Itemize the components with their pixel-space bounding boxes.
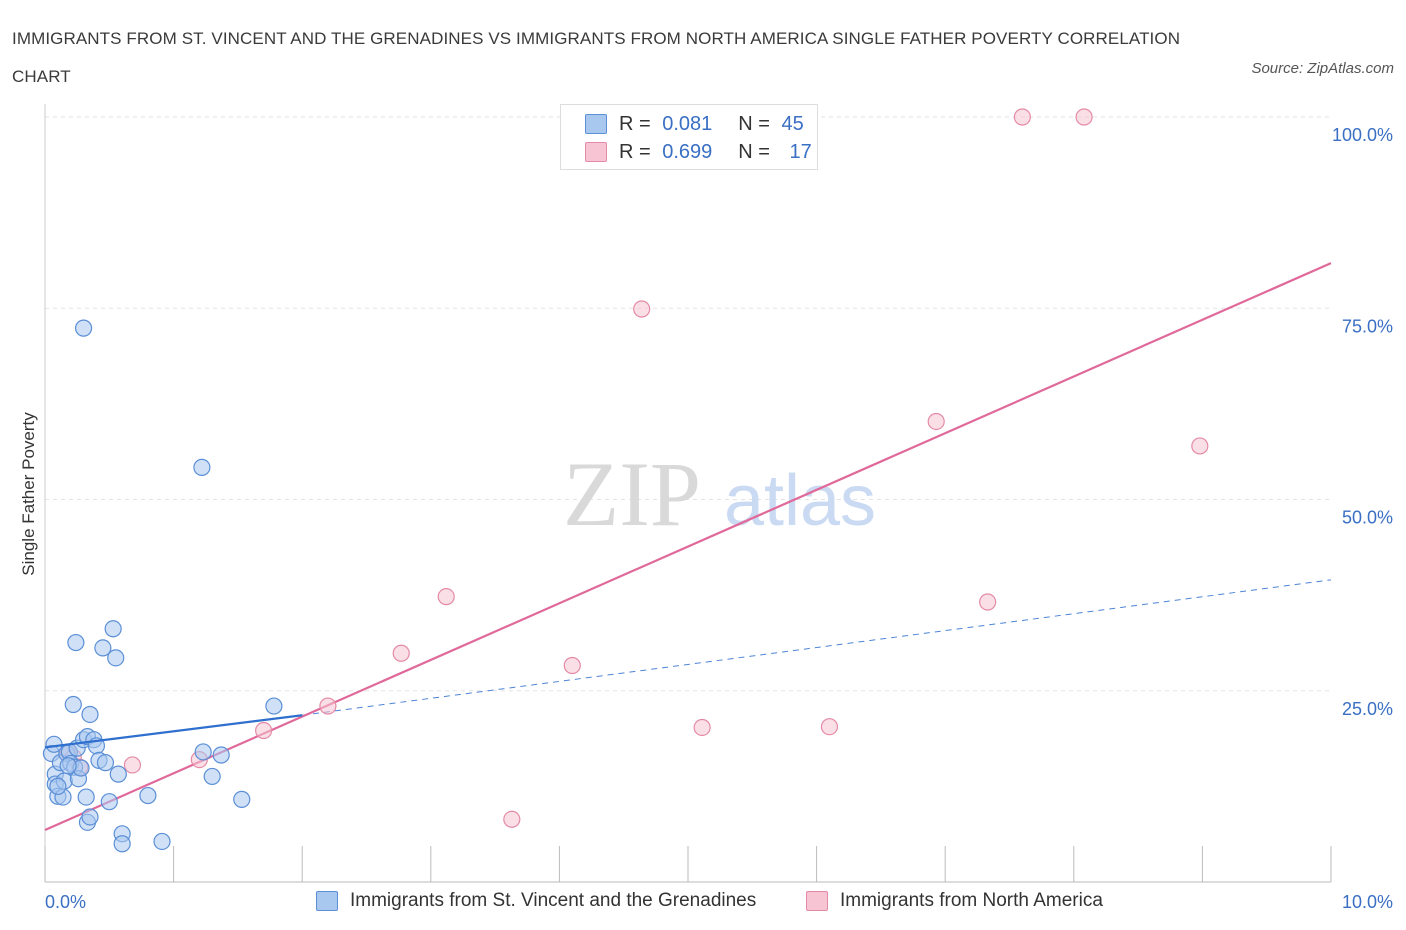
watermark-zip: ZIP <box>563 443 701 545</box>
point-blue <box>77 788 95 806</box>
legend-n-value: 45 <box>781 112 804 135</box>
point-pink <box>820 718 839 736</box>
legend-r-label: R = <box>619 140 651 163</box>
point-blue <box>67 633 85 652</box>
series-legend-blue: Immigrants from St. Vincent and the Gren… <box>316 888 756 914</box>
point-blue <box>203 767 221 786</box>
point-blue <box>96 754 115 772</box>
source-label: Source: ZipAtlas.com <box>1251 60 1394 77</box>
legend-swatch-pink <box>585 142 607 162</box>
y-axis-title: Single Father Poverty <box>19 412 38 576</box>
trend-line-pink <box>44 262 1332 831</box>
chart-title: IMMIGRANTS FROM ST. VINCENT AND THE GREN… <box>12 29 1181 86</box>
point-blue <box>109 765 127 783</box>
point-pink <box>693 718 711 737</box>
point-blue <box>94 639 112 657</box>
point-blue <box>233 790 251 808</box>
point-blue <box>139 786 157 805</box>
point-blue <box>81 705 99 724</box>
y-tick-label: 100.0% <box>1332 125 1393 145</box>
point-blue <box>100 793 118 811</box>
trend-line-blue <box>44 714 303 749</box>
grid-layer <box>45 116 1331 692</box>
point-blue <box>81 808 99 826</box>
point-blue <box>194 743 212 761</box>
point-pink <box>979 593 997 611</box>
series-label-pink: Immigrants from North America <box>840 890 1103 911</box>
point-blue <box>49 777 67 795</box>
point-pink <box>1013 108 1031 126</box>
legend-n-label: N = <box>738 112 770 135</box>
point-blue <box>64 695 82 714</box>
legend-r-value: 0.081 <box>662 112 713 135</box>
y-tick-label: 50.0% <box>1342 508 1393 528</box>
legend-swatch-blue <box>585 114 607 134</box>
series-legend-pink: Immigrants from North America <box>806 888 1103 914</box>
x-tick-label-max: 10.0% <box>1342 892 1393 912</box>
trend-line-blue-dashed <box>302 579 1332 716</box>
series-label-blue: Immigrants from St. Vincent and the Gren… <box>350 890 757 911</box>
point-pink <box>633 300 651 318</box>
point-pink <box>123 756 142 774</box>
point-blue <box>193 458 211 476</box>
point-pink <box>437 588 455 606</box>
points-layer <box>42 108 1209 853</box>
point-pink <box>1191 437 1209 455</box>
x-tick-label-min: 0.0% <box>45 892 86 912</box>
legend-n-value: 17 <box>789 140 812 163</box>
point-pink <box>319 697 337 715</box>
point-pink <box>392 644 410 662</box>
point-blue <box>59 757 77 775</box>
point-pink <box>563 656 581 675</box>
point-blue <box>107 649 125 667</box>
series-swatch-blue <box>316 891 338 911</box>
legend-n-label: N = <box>738 140 770 163</box>
point-pink <box>255 721 273 740</box>
point-blue <box>265 697 283 715</box>
trend-layer <box>44 262 1332 831</box>
legend-row-blue: R = 0.081 N = 45 <box>585 113 804 135</box>
series-swatch-pink <box>806 891 828 911</box>
point-pink <box>927 412 945 431</box>
stats-legend: R = 0.081 N = 45 R = 0.699 N = 17 <box>560 104 818 170</box>
point-blue <box>153 832 171 851</box>
point-blue <box>104 620 122 638</box>
legend-r-value: 0.699 <box>662 140 713 163</box>
watermark: ZIP atlas <box>563 443 876 545</box>
legend-row-pink: R = 0.699 N = 17 <box>585 141 812 163</box>
point-pink <box>1075 108 1093 126</box>
point-blue <box>212 746 230 764</box>
point-pink <box>503 810 521 828</box>
y-tick-label: 25.0% <box>1342 699 1393 719</box>
label-layer: Single Father Poverty 0.0% 10.0% 25.0% 50… <box>19 125 1393 912</box>
point-blue <box>113 835 131 853</box>
y-tick-label: 75.0% <box>1342 316 1393 336</box>
legend-r-label: R = <box>619 112 651 135</box>
point-blue <box>74 319 93 337</box>
